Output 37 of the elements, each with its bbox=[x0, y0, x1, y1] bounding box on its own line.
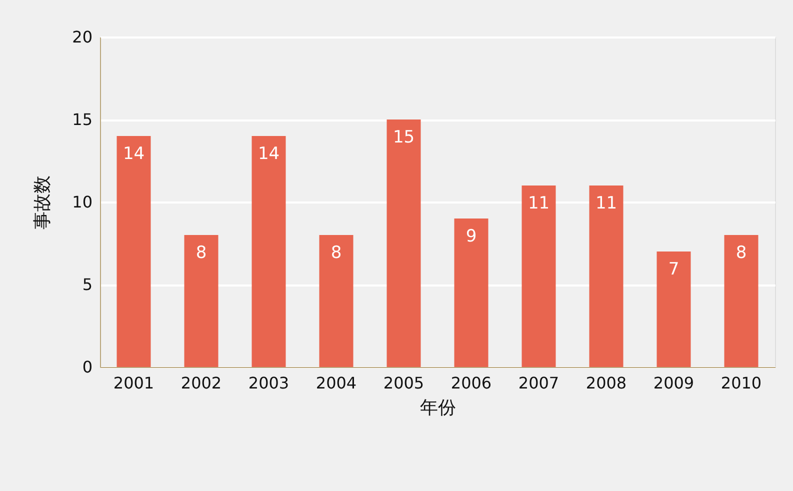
data-label: 11 bbox=[595, 194, 618, 214]
x-tick-label: 2010 bbox=[720, 374, 762, 392]
y-tick-label: 20 bbox=[72, 28, 92, 46]
data-label: 15 bbox=[392, 128, 415, 148]
x-tick-label: 2005 bbox=[383, 374, 424, 392]
data-label: 9 bbox=[466, 226, 477, 246]
data-label: 14 bbox=[122, 144, 145, 164]
y-axis-title: 事故数 bbox=[32, 176, 54, 230]
data-label: 11 bbox=[528, 194, 550, 214]
y-tick-label: 5 bbox=[82, 275, 92, 294]
bar bbox=[252, 136, 286, 367]
bar bbox=[724, 235, 758, 367]
y-tick-label: 0 bbox=[82, 358, 92, 376]
x-tick-label: 2004 bbox=[316, 374, 357, 392]
x-tick-label: 2003 bbox=[248, 374, 290, 392]
y-tick-label: 15 bbox=[72, 110, 92, 129]
x-tick-label: 2006 bbox=[450, 374, 492, 392]
data-label: 8 bbox=[196, 243, 207, 263]
bar bbox=[454, 218, 488, 367]
data-label: 7 bbox=[668, 260, 680, 280]
x-tick-label: 2009 bbox=[653, 374, 694, 392]
data-label: 8 bbox=[736, 243, 747, 263]
x-axis-title: 年份 bbox=[420, 398, 456, 418]
y-tick-label: 10 bbox=[72, 192, 92, 212]
bar bbox=[589, 186, 624, 367]
bar bbox=[656, 252, 691, 367]
data-label: 14 bbox=[258, 144, 280, 164]
bar bbox=[116, 136, 151, 367]
x-tick-label: 2008 bbox=[586, 374, 627, 392]
bar bbox=[319, 235, 354, 367]
data-label: 8 bbox=[330, 243, 342, 263]
x-tick-label: 2007 bbox=[518, 374, 560, 392]
bar bbox=[386, 120, 421, 367]
bar bbox=[184, 235, 218, 367]
x-tick-label: 2001 bbox=[113, 374, 154, 392]
bar bbox=[522, 186, 556, 367]
x-tick-label: 2002 bbox=[180, 374, 222, 392]
